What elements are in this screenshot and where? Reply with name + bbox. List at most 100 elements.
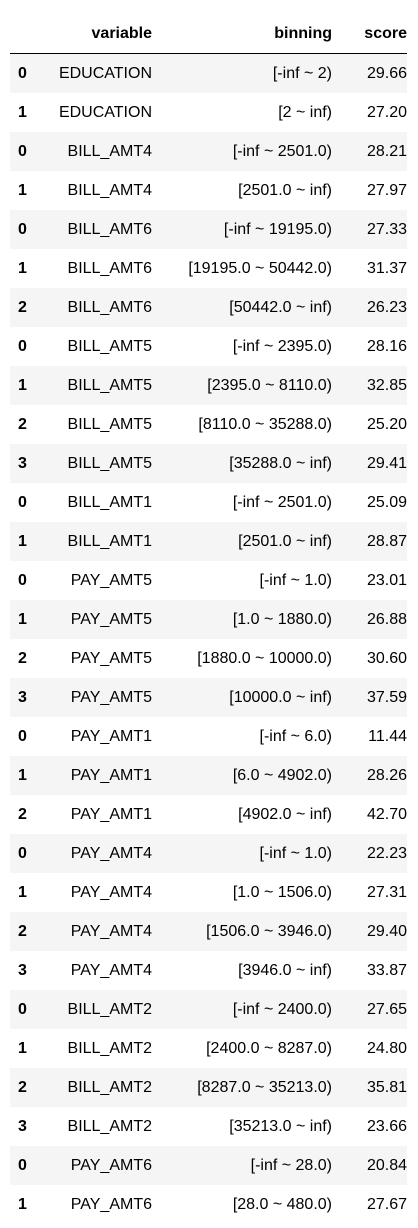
variable-cell: BILL_AMT2	[67, 1118, 152, 1135]
table-body: 0 EDUCATION [-inf ~ 2) 29.66 1 EDUCATION [2 ~ …	[10, 53, 407, 1225]
row-index: 2	[18, 1079, 27, 1096]
score-cell: 28.21	[366, 143, 407, 160]
variable-cell: BILL_AMT5	[67, 338, 152, 355]
table-row: 2 PAY_AMT1 [4902.0 ~ inf) 42.70	[10, 795, 407, 834]
binning-cell: [8110.0 ~ 35288.0)	[198, 416, 332, 433]
variable-cell: PAY_AMT5	[70, 572, 152, 589]
binning-cell: [1506.0 ~ 3946.0)	[206, 923, 332, 940]
variable-cell: PAY_AMT1	[70, 806, 152, 823]
score-cell: 28.26	[366, 767, 407, 784]
row-index: 0	[18, 494, 27, 511]
table-row: 1 PAY_AMT4 [1.0 ~ 1506.0) 27.31	[10, 873, 407, 912]
table-row: 3 PAY_AMT4 [3946.0 ~ inf) 33.87	[10, 951, 407, 990]
row-index: 1	[18, 767, 27, 784]
row-index: 0	[18, 338, 27, 355]
table-row: 0 PAY_AMT5 [-inf ~ 1.0) 23.01	[10, 561, 407, 600]
table-row: 0 EDUCATION [-inf ~ 2) 29.66	[10, 53, 407, 93]
row-index: 1	[18, 611, 27, 628]
score-cell: 27.97	[366, 182, 407, 199]
variable-cell: PAY_AMT4	[70, 845, 152, 862]
binning-cell: [4902.0 ~ inf)	[238, 806, 332, 823]
binning-cell: [35288.0 ~ inf)	[229, 455, 332, 472]
table-row: 0 BILL_AMT1 [-inf ~ 2501.0) 25.09	[10, 483, 407, 522]
score-cell: 27.67	[366, 1196, 407, 1213]
variable-cell: BILL_AMT5	[67, 416, 152, 433]
row-index: 3	[18, 962, 27, 979]
row-index: 3	[18, 1118, 27, 1135]
variable-cell: PAY_AMT4	[70, 884, 152, 901]
row-index: 0	[18, 65, 27, 82]
table-header: variable binning score	[10, 14, 407, 54]
row-index: 2	[18, 650, 27, 667]
table-row: 0 BILL_AMT4 [-inf ~ 2501.0) 28.21	[10, 132, 407, 171]
table-row: 1 EDUCATION [2 ~ inf) 27.20	[10, 93, 407, 132]
binning-cell: [50442.0 ~ inf)	[229, 299, 332, 316]
table-row: 1 BILL_AMT6 [19195.0 ~ 50442.0) 31.37	[10, 249, 407, 288]
binning-cell: [2501.0 ~ inf)	[238, 533, 332, 550]
row-index: 1	[18, 884, 27, 901]
table-row: 1 PAY_AMT5 [1.0 ~ 1880.0) 26.88	[10, 600, 407, 639]
table-row: 0 PAY_AMT4 [-inf ~ 1.0) 22.23	[10, 834, 407, 873]
binning-cell: [35213.0 ~ inf)	[229, 1118, 332, 1135]
variable-cell: BILL_AMT2	[67, 1040, 152, 1057]
score-header: score	[332, 14, 407, 54]
table-row: 2 PAY_AMT5 [1880.0 ~ 10000.0) 30.60	[10, 639, 407, 678]
index-header	[10, 14, 36, 54]
binning-cell: [2400.0 ~ 8287.0)	[206, 1040, 332, 1057]
variable-cell: PAY_AMT6	[70, 1196, 152, 1213]
binning-cell: [1880.0 ~ 10000.0)	[197, 650, 332, 667]
binning-cell: [-inf ~ 2)	[272, 65, 332, 82]
header-row: variable binning score	[10, 14, 407, 54]
row-index: 1	[18, 1040, 27, 1057]
binning-cell: [1.0 ~ 1880.0)	[232, 611, 332, 628]
row-index: 3	[18, 455, 27, 472]
score-cell: 26.23	[366, 299, 407, 316]
row-index: 0	[18, 728, 27, 745]
variable-cell: EDUCATION	[58, 104, 152, 121]
score-cell: 25.20	[366, 416, 407, 433]
binning-cell: [1.0 ~ 1506.0)	[232, 884, 332, 901]
binning-cell: [-inf ~ 2395.0)	[232, 338, 332, 355]
row-index: 1	[18, 104, 27, 121]
binning-cell: [6.0 ~ 4902.0)	[232, 767, 332, 784]
variable-cell: BILL_AMT2	[67, 1001, 152, 1018]
score-cell: 28.87	[366, 533, 407, 550]
table-row: 0 BILL_AMT5 [-inf ~ 2395.0) 28.16	[10, 327, 407, 366]
binning-cell: [-inf ~ 19195.0)	[223, 221, 332, 238]
binning-cell: [-inf ~ 28.0)	[250, 1157, 332, 1174]
table-row: 1 PAY_AMT1 [6.0 ~ 4902.0) 28.26	[10, 756, 407, 795]
row-index: 1	[18, 182, 27, 199]
row-index: 1	[18, 1196, 27, 1213]
score-cell: 26.88	[366, 611, 407, 628]
variable-cell: BILL_AMT6	[67, 299, 152, 316]
table-row: 2 PAY_AMT4 [1506.0 ~ 3946.0) 29.40	[10, 912, 407, 951]
variable-cell: EDUCATION	[58, 65, 152, 82]
score-cell: 29.40	[366, 923, 407, 940]
variable-cell: BILL_AMT4	[67, 182, 152, 199]
row-index: 1	[18, 260, 27, 277]
row-index: 2	[18, 299, 27, 316]
score-cell: 27.31	[366, 884, 407, 901]
table-row: 3 BILL_AMT5 [35288.0 ~ inf) 29.41	[10, 444, 407, 483]
binning-cell: [2501.0 ~ inf)	[238, 182, 332, 199]
score-cell: 32.85	[366, 377, 407, 394]
table-row: 1 PAY_AMT6 [28.0 ~ 480.0) 27.67	[10, 1185, 407, 1224]
variable-cell: PAY_AMT5	[70, 689, 152, 706]
table-row: 3 BILL_AMT2 [35213.0 ~ inf) 23.66	[10, 1107, 407, 1146]
score-cell: 27.20	[366, 104, 407, 121]
score-cell: 31.37	[366, 260, 407, 277]
table-row: 1 BILL_AMT1 [2501.0 ~ inf) 28.87	[10, 522, 407, 561]
binning-cell: [-inf ~ 2501.0)	[232, 143, 332, 160]
score-cell: 20.84	[366, 1157, 407, 1174]
binning-cell: [2 ~ inf)	[278, 104, 332, 121]
variable-cell: BILL_AMT4	[67, 143, 152, 160]
binning-cell: [28.0 ~ 480.0)	[232, 1196, 332, 1213]
table-row: 1 BILL_AMT5 [2395.0 ~ 8110.0) 32.85	[10, 366, 407, 405]
table-row: 0 BILL_AMT6 [-inf ~ 19195.0) 27.33	[10, 210, 407, 249]
row-index: 3	[18, 689, 27, 706]
row-index: 2	[18, 416, 27, 433]
score-cell: 22.23	[366, 845, 407, 862]
table-row: 2 BILL_AMT6 [50442.0 ~ inf) 26.23	[10, 288, 407, 327]
variable-cell: PAY_AMT4	[70, 923, 152, 940]
